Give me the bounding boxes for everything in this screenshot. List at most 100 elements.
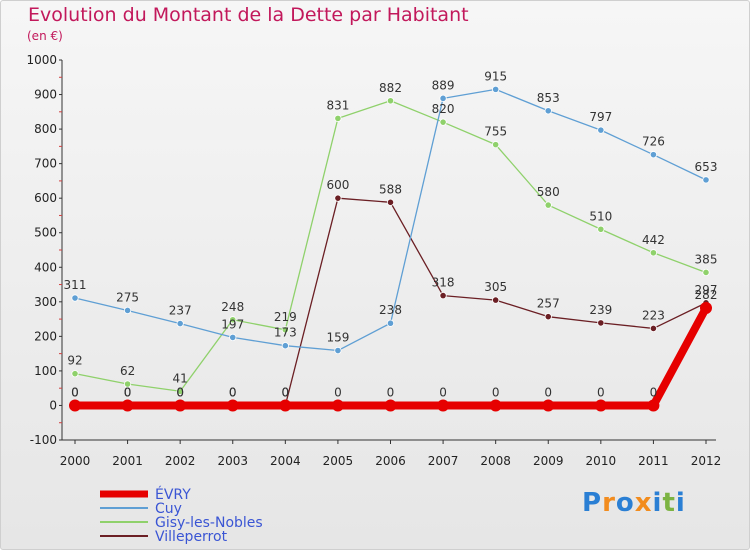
legend-label: ÉVRY — [155, 486, 191, 503]
data-point — [439, 291, 447, 300]
data-point — [544, 313, 552, 321]
data-point — [492, 296, 500, 304]
data-point — [334, 346, 342, 355]
data-point — [542, 399, 555, 412]
data-label: 0 — [387, 385, 395, 399]
data-label: 588 — [379, 182, 402, 196]
x-tick-label: 2000 — [60, 454, 91, 468]
data-point — [649, 249, 658, 257]
data-label: 223 — [642, 308, 665, 322]
x-tick-label: 2010 — [586, 454, 617, 468]
data-point — [492, 85, 500, 93]
data-label: 0 — [176, 385, 184, 399]
data-point — [437, 399, 450, 412]
series-line — [74, 100, 707, 392]
data-point — [281, 342, 289, 350]
logo-letter: x — [634, 488, 653, 518]
data-label: 0 — [282, 385, 290, 399]
data-point — [702, 268, 710, 277]
data-label: 0 — [229, 385, 237, 399]
data-label: 239 — [589, 303, 612, 317]
data-label: 62 — [120, 364, 135, 378]
data-label: 248 — [221, 300, 244, 314]
data-point — [386, 97, 395, 105]
y-tick-label: 500 — [34, 226, 57, 240]
data-label: 831 — [326, 98, 349, 112]
data-label: 853 — [537, 91, 560, 105]
data-label: 0 — [544, 385, 552, 399]
data-point — [121, 399, 134, 412]
data-point — [597, 126, 605, 134]
data-point — [71, 294, 79, 302]
data-point — [594, 399, 607, 412]
data-label: 257 — [537, 297, 560, 311]
chart-title: Evolution du Montant de la Dette par Hab… — [28, 4, 469, 26]
data-point — [229, 333, 237, 341]
data-point — [334, 114, 342, 122]
data-label: 820 — [432, 102, 455, 116]
data-label: 92 — [67, 354, 82, 368]
data-label: 755 — [484, 125, 507, 139]
data-label: 889 — [432, 78, 455, 92]
data-label: 600 — [326, 178, 349, 192]
y-tick-label: 900 — [34, 88, 57, 102]
data-point — [649, 324, 658, 333]
legend-label: Villeperrot — [155, 529, 228, 545]
data-point — [229, 316, 237, 324]
data-point — [544, 107, 552, 115]
data-label: 297 — [695, 283, 718, 297]
y-tick-label: 1000 — [26, 53, 57, 67]
data-point — [176, 387, 184, 395]
y-tick-label: 0 — [49, 398, 57, 412]
y-tick-label: -100 — [30, 433, 57, 447]
data-label: 0 — [597, 385, 605, 399]
data-label: 173 — [274, 326, 297, 340]
x-tick-label: 2009 — [533, 454, 564, 468]
data-point — [647, 399, 660, 412]
series-line — [75, 197, 707, 407]
data-label: 282 — [695, 288, 718, 302]
x-tick-label: 2003 — [217, 454, 248, 468]
data-label: 0 — [124, 385, 132, 399]
data-label: 238 — [379, 303, 402, 317]
logo-letter: i — [652, 488, 663, 518]
data-point — [544, 201, 552, 209]
data-point — [69, 399, 81, 412]
x-tick-label: 2011 — [638, 454, 669, 468]
data-label: 653 — [695, 160, 718, 174]
data-point — [174, 399, 187, 412]
data-point — [279, 399, 292, 412]
logo-letter: i — [675, 488, 686, 518]
data-label: 0 — [71, 385, 79, 399]
data-point — [702, 176, 710, 184]
data-label: 0 — [334, 385, 342, 399]
data-point — [439, 94, 447, 102]
data-point — [123, 306, 132, 315]
y-tick-label: 700 — [34, 157, 57, 171]
legend-label: Cuy — [155, 501, 182, 517]
y-tick-label: 400 — [34, 260, 57, 274]
data-label: 311 — [64, 278, 87, 292]
data-label: 0 — [71, 385, 79, 399]
data-label: 0 — [439, 385, 447, 399]
x-tick-label: 2008 — [480, 454, 511, 468]
data-label: 159 — [326, 331, 349, 345]
data-label: 197 — [221, 317, 244, 331]
data-label: 915 — [484, 69, 507, 83]
data-point — [386, 319, 395, 327]
data-point — [439, 118, 447, 126]
x-tick-label: 2001 — [112, 454, 143, 468]
y-tick-label: 100 — [34, 364, 57, 378]
x-tick-label: 2004 — [270, 454, 301, 468]
data-label: 0 — [229, 385, 237, 399]
data-point — [597, 225, 605, 233]
proxiti-logo: Proxiti — [582, 488, 686, 518]
data-point — [492, 141, 500, 149]
data-label: 0 — [124, 385, 132, 399]
data-point — [176, 319, 184, 328]
data-label: 882 — [379, 81, 402, 95]
data-point — [331, 399, 344, 412]
logo-letter: t — [662, 488, 676, 518]
